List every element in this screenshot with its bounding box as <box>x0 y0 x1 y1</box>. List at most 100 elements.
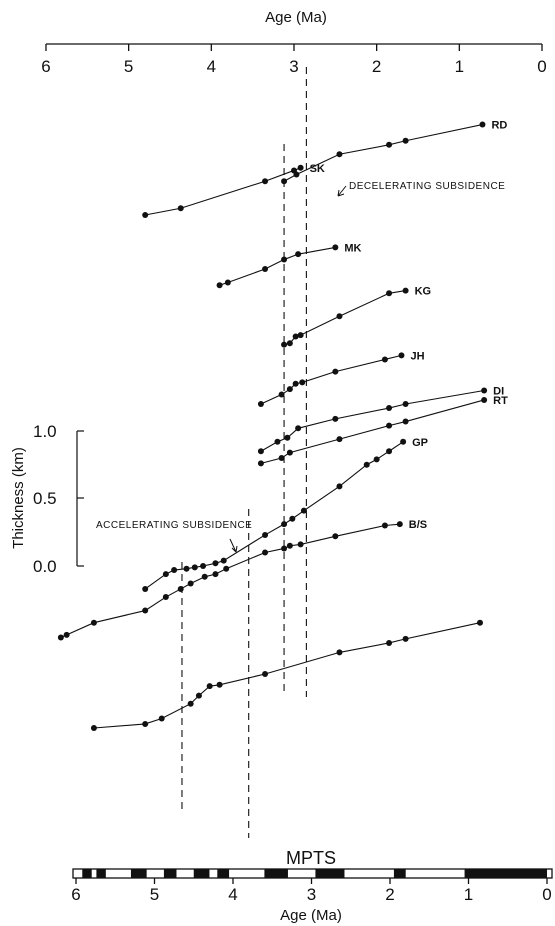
data-point <box>481 388 487 394</box>
normal-polarity-band <box>96 869 105 878</box>
data-point <box>293 172 299 178</box>
annotation-decelerating: DECELERATING SUBSIDENCE <box>349 181 505 192</box>
mpts-label: MPTS <box>286 848 336 868</box>
data-point <box>279 392 285 398</box>
data-point <box>196 693 202 699</box>
data-point <box>301 508 307 514</box>
bottom-tick-label: 5 <box>150 885 159 904</box>
normal-polarity-band <box>315 869 344 878</box>
y-axis-title: Thickness (km) <box>10 447 27 549</box>
series-line <box>61 524 400 637</box>
data-point <box>188 701 194 707</box>
series-sk: SK <box>142 163 325 218</box>
data-point <box>284 435 290 441</box>
data-point <box>332 369 338 375</box>
data-point <box>477 620 483 626</box>
annotation-accelerating: ACCELERATING SUBSIDENCE <box>96 520 252 531</box>
data-point <box>293 381 299 387</box>
data-point <box>386 405 392 411</box>
bottom-age-axis: 6 5 4 3 2 1 0 <box>71 878 551 904</box>
data-point <box>258 401 264 407</box>
bottom-tick-label: 0 <box>542 885 551 904</box>
bottom-axis-title: Age (Ma) <box>280 907 342 924</box>
data-point <box>298 332 304 338</box>
scale-tick-05: 0.5 <box>33 489 57 508</box>
scale-tick-0: 0.0 <box>33 557 57 576</box>
data-point <box>262 671 268 677</box>
normal-polarity-band <box>194 869 210 878</box>
data-point <box>289 516 295 522</box>
data-point <box>332 416 338 422</box>
thickness-scale-bar: 1.0 0.5 0.0 <box>33 422 84 576</box>
data-point <box>287 386 293 392</box>
data-point <box>207 683 213 689</box>
top-axis-title: Age (Ma) <box>265 9 327 26</box>
data-point <box>374 456 380 462</box>
series-mk: MK <box>217 242 362 288</box>
data-point <box>287 543 293 549</box>
data-point <box>178 205 184 211</box>
data-point <box>332 244 338 250</box>
data-point <box>386 142 392 148</box>
data-point <box>258 448 264 454</box>
data-point <box>163 571 169 577</box>
data-point <box>262 532 268 538</box>
data-point <box>217 282 223 288</box>
data-point <box>262 550 268 556</box>
series-unlabeled <box>91 620 483 731</box>
data-point <box>142 586 148 592</box>
data-point <box>403 288 409 294</box>
series-label: KG <box>415 286 432 298</box>
data-point <box>142 608 148 614</box>
normal-polarity-band <box>82 869 91 878</box>
series-gp: GP <box>142 437 428 592</box>
data-point <box>403 138 409 144</box>
data-point <box>279 455 285 461</box>
series-label: RD <box>491 120 507 132</box>
data-point <box>212 560 218 566</box>
series-label: MK <box>344 242 361 254</box>
data-point <box>400 439 406 445</box>
data-point <box>223 566 229 572</box>
data-point <box>281 545 287 551</box>
series-line <box>145 168 300 215</box>
data-point <box>171 567 177 573</box>
normal-polarity-band <box>164 869 177 878</box>
data-point <box>336 313 342 319</box>
data-point <box>397 521 403 527</box>
data-point <box>332 533 338 539</box>
data-point <box>91 620 97 626</box>
data-point <box>287 340 293 346</box>
data-point <box>364 462 370 468</box>
data-point <box>202 574 208 580</box>
series-label: JH <box>410 350 424 362</box>
normal-polarity-band <box>264 869 288 878</box>
bottom-tick-label: 4 <box>228 885 237 904</box>
series-b-s: B/S <box>58 519 427 640</box>
series-line <box>261 391 484 452</box>
data-point <box>225 280 231 286</box>
series-jh: JH <box>258 350 425 407</box>
decelerating-arrow <box>338 186 346 196</box>
data-point <box>163 594 169 600</box>
top-tick-label: 2 <box>372 57 381 76</box>
top-age-axis: 6 5 4 3 2 1 0 <box>41 44 546 76</box>
data-point <box>58 635 64 641</box>
series-kg: KG <box>281 286 431 348</box>
data-point <box>403 636 409 642</box>
data-point <box>287 450 293 456</box>
data-point <box>481 397 487 403</box>
top-tick-label: 5 <box>124 57 133 76</box>
data-point <box>336 436 342 442</box>
data-point <box>142 212 148 218</box>
data-point <box>281 257 287 263</box>
data-point <box>217 682 223 688</box>
series-line <box>220 247 336 285</box>
bottom-tick-label: 1 <box>464 885 473 904</box>
data-point <box>281 342 287 348</box>
data-point <box>336 483 342 489</box>
data-point <box>298 165 304 171</box>
data-point <box>221 558 227 564</box>
data-point <box>386 448 392 454</box>
